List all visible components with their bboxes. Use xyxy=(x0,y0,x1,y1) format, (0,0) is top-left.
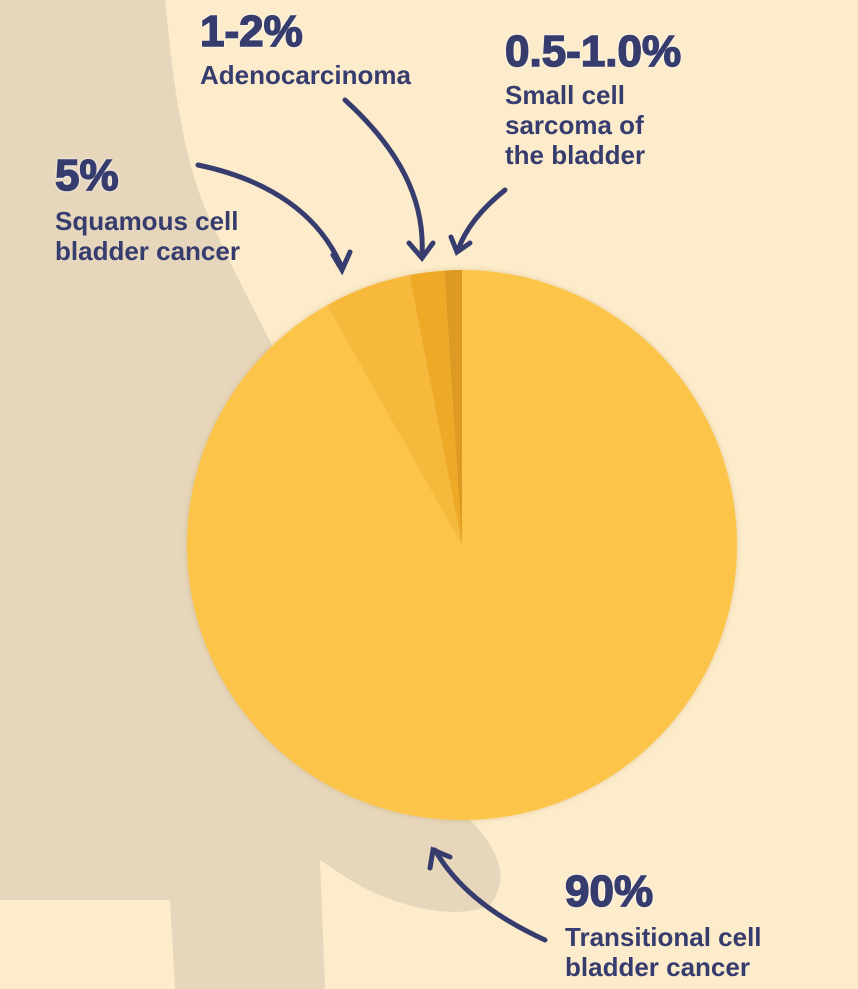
value-label: 90% xyxy=(565,868,653,916)
category-label: Transitional cell bladder cancer xyxy=(565,922,815,982)
arrow xyxy=(458,190,505,250)
chart xyxy=(0,0,858,989)
category-label: Adenocarcinoma xyxy=(200,60,460,90)
value-label: 5% xyxy=(55,152,119,200)
category-label: Small cell sarcoma of the bladder xyxy=(505,80,685,170)
infographic: 90% Transitional cell bladder cancer 5% Squ… xyxy=(0,0,858,989)
arrow xyxy=(345,100,422,255)
category-label: Squamous cell bladder cancer xyxy=(55,206,295,266)
value-label: 0.5-1.0% xyxy=(505,28,681,76)
value-label: 1-2% xyxy=(200,8,303,56)
